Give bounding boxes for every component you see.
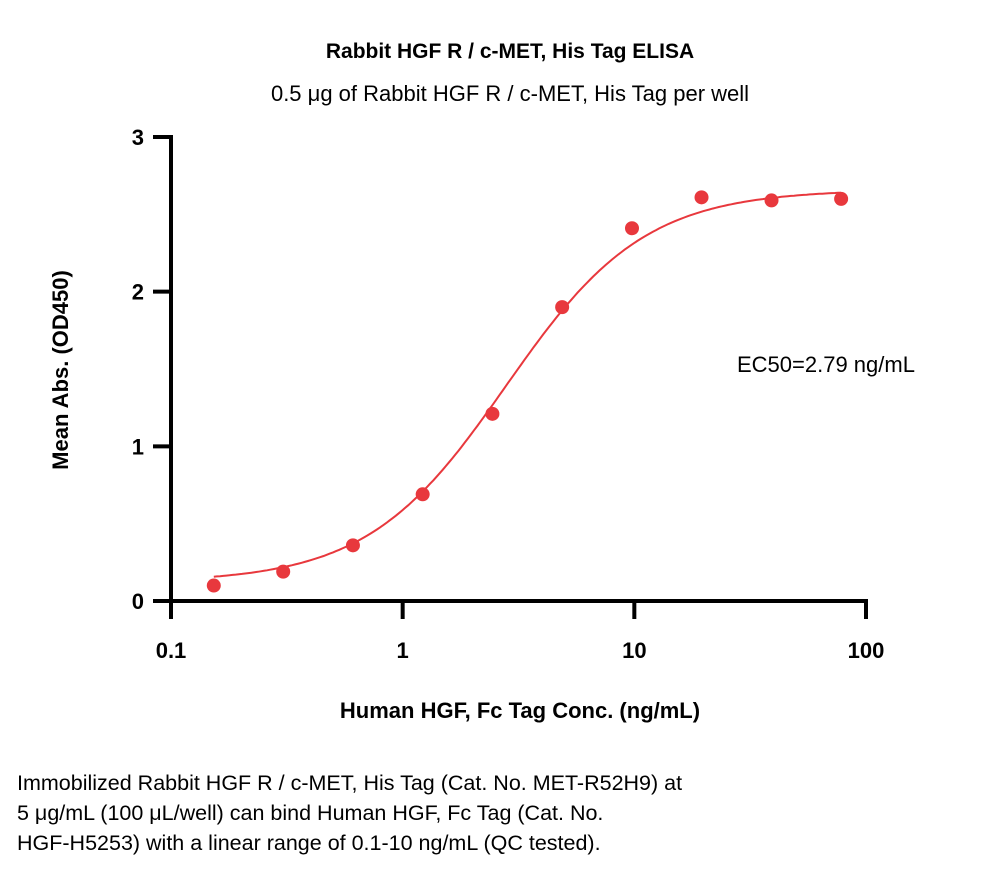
x-tick-label: 0.1 bbox=[156, 638, 187, 663]
caption-line: 5 μg/mL (100 μL/well) can bind Human HGF… bbox=[17, 801, 604, 825]
data-point bbox=[485, 406, 500, 421]
data-point bbox=[345, 538, 360, 553]
ec50-annotation: EC50=2.79 ng/mL bbox=[737, 352, 915, 377]
y-tick-label: 3 bbox=[132, 125, 144, 150]
x-tick-label: 1 bbox=[397, 638, 409, 663]
caption: Immobilized Rabbit HGF R / c-MET, His Ta… bbox=[17, 768, 917, 858]
data-point bbox=[624, 221, 639, 236]
data-point bbox=[415, 487, 430, 502]
data-point bbox=[555, 300, 570, 315]
caption-line: HGF-H5253) with a linear range of 0.1-10… bbox=[17, 831, 601, 855]
x-tick-label: 10 bbox=[622, 638, 646, 663]
y-tick-label: 0 bbox=[132, 589, 144, 614]
data-point bbox=[764, 193, 779, 208]
caption-line: Immobilized Rabbit HGF R / c-MET, His Ta… bbox=[17, 771, 683, 795]
y-axis-label: Mean Abs. (OD450) bbox=[48, 270, 73, 470]
data-point bbox=[276, 564, 291, 579]
chart-title: Rabbit HGF R / c-MET, His Tag ELISA bbox=[326, 40, 694, 63]
fit-curve bbox=[213, 191, 842, 578]
data-point bbox=[206, 578, 221, 593]
axes bbox=[153, 135, 868, 619]
data-point bbox=[834, 191, 849, 206]
y-tick-label: 1 bbox=[132, 434, 144, 459]
data-point bbox=[694, 190, 709, 205]
tick-labels: 0.1 1 10 100 0 1 2 3 bbox=[132, 125, 885, 663]
data-points bbox=[206, 190, 849, 593]
chart-subtitle: 0.5 μg of Rabbit HGF R / c-MET, His Tag … bbox=[271, 81, 749, 106]
y-tick-label: 2 bbox=[132, 280, 144, 305]
x-axis-label: Human HGF, Fc Tag Conc. (ng/mL) bbox=[340, 698, 700, 723]
x-tick-label: 100 bbox=[848, 638, 885, 663]
